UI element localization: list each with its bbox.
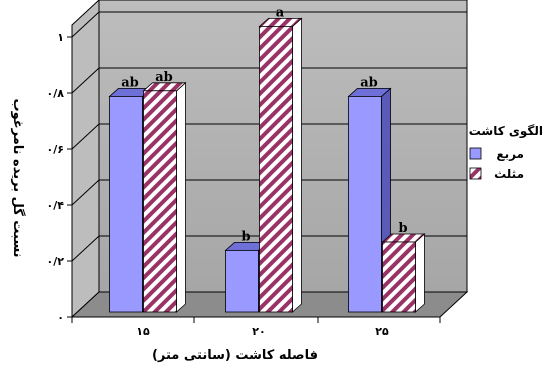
bar [348,96,382,313]
gridline [71,67,467,94]
y-tick-label: ۰/۲ [47,255,65,268]
x-axis-title: فاصله کاشت (سانتی متر) [152,348,318,363]
gridline [71,11,467,38]
bar [109,96,143,313]
x-tick-label: ۲۰ [252,325,265,338]
x-tick-labels: ۱۵ ۲۰ ۲۵ [136,325,389,338]
y-tick-label: ۱ [57,31,64,44]
y-tick-label: ۰/۶ [47,143,64,156]
bar [143,90,177,313]
legend-title: الگوی کاشت [469,124,543,139]
y-tick-label: ۰ [57,311,64,324]
bar-side [415,233,425,313]
bar [382,241,416,313]
y-tick-label: ۰/۸ [47,87,65,100]
legend-entry: مثلث [494,167,524,181]
axes [71,25,441,323]
bar-side [176,81,186,313]
y-axis-title: نسبت گل بریده نامرغوب [10,99,26,258]
gridlines [71,11,467,262]
bar-significance-label: ab [121,75,139,90]
x-tick-label: ۱۵ [136,325,150,338]
bar-significance-label: b [241,229,250,244]
x-tick-label: ۲۵ [375,325,389,338]
bar [259,25,293,313]
y-tick-label: ۰/۴ [47,199,65,212]
bar [225,249,259,313]
gridline [71,235,467,262]
legend-entry: مربع [496,147,524,161]
bar-side [292,17,302,313]
bars [108,17,426,313]
side-wall [71,0,100,319]
bar-significance-label: ab [155,70,173,85]
legend: الگوی کاشت مربع مثلث [469,124,543,181]
bar-significance-label: ab [360,75,378,90]
legend-swatch [469,147,482,160]
bar-significance-label: b [398,221,407,236]
legend-swatch [469,167,482,180]
bar-significance-label: a [276,5,285,20]
y-tick-labels: ۰ ۰/۲ ۰/۴ ۰/۶ ۰/۸ ۱ [47,31,72,324]
gridline [71,123,467,150]
gridline [71,179,467,206]
